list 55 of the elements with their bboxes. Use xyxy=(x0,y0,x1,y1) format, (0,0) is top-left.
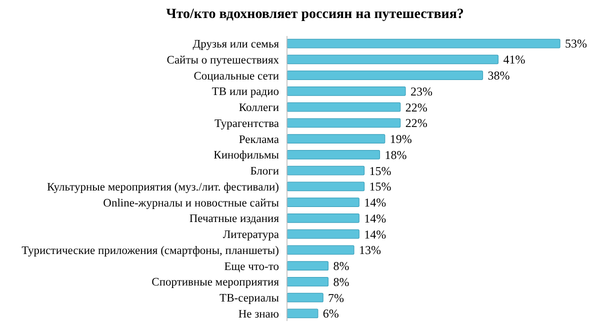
data-label: 8% xyxy=(333,274,350,289)
bar xyxy=(286,198,360,207)
y-tick-label: ТВ или радио xyxy=(212,86,280,98)
y-tick-label: Еще что-то xyxy=(224,260,280,273)
y-tick-label: Коллеги xyxy=(238,102,279,114)
bar xyxy=(286,86,406,96)
y-tick-label: Литература xyxy=(222,229,279,242)
bar xyxy=(286,182,365,192)
bar xyxy=(286,261,329,270)
y-tick-label: Блоги xyxy=(250,166,279,178)
bar xyxy=(286,245,354,255)
data-label: 14% xyxy=(364,196,386,210)
bar xyxy=(286,54,498,64)
data-label: 6% xyxy=(322,306,339,321)
data-label: 15% xyxy=(369,180,392,194)
bar xyxy=(286,150,380,160)
data-label: 13% xyxy=(358,243,381,258)
y-tick-label: Печатные издания xyxy=(189,213,280,226)
y-tick-label: Друзья или семья xyxy=(192,38,280,51)
data-label: 22% xyxy=(405,100,428,114)
y-tick-label: Online-журналы и новостные сайты xyxy=(103,197,280,210)
data-label: 8% xyxy=(333,259,350,274)
data-label: 19% xyxy=(390,132,412,146)
bar xyxy=(286,166,365,176)
bar xyxy=(286,229,360,239)
bar xyxy=(286,134,386,144)
data-label: 14% xyxy=(364,227,386,242)
y-tick-label: ТВ-сериалы xyxy=(220,292,280,305)
data-label: 23% xyxy=(410,84,432,98)
data-label: 53% xyxy=(565,36,587,51)
y-tick-label: Спортивные мероприятия xyxy=(152,276,280,289)
bar xyxy=(286,292,324,302)
bar xyxy=(286,38,560,48)
bar xyxy=(286,214,360,223)
y-tick-label: Сайты о путешествиях xyxy=(166,54,280,66)
bar xyxy=(286,308,318,318)
y-tick-label: Социальные сети xyxy=(194,70,279,82)
y-tick-label: Не знаю xyxy=(238,308,280,320)
chart-title: Что/кто вдохновляет россиян на путешествия? xyxy=(166,7,464,22)
y-tick-label: Турагентства xyxy=(214,118,279,130)
y-tick-label: Кинофильмы xyxy=(214,150,280,162)
data-label: 38% xyxy=(488,68,510,82)
data-label: 22% xyxy=(405,116,428,130)
bar xyxy=(286,70,484,80)
bar xyxy=(286,118,401,128)
y-tick-label: Культурные мероприятия (муз./лит. фестивали) xyxy=(46,181,280,194)
bar xyxy=(286,102,401,112)
y-tick-label: Реклама xyxy=(238,134,279,146)
data-label: 15% xyxy=(369,164,392,178)
y-tick-label: Туристические приложения (смартфоны, планшеты) xyxy=(22,244,280,257)
data-label: 7% xyxy=(328,290,344,305)
data-label: 18% xyxy=(384,148,407,162)
data-label: 14% xyxy=(364,211,386,226)
bar xyxy=(286,277,329,286)
data-label: 41% xyxy=(503,52,526,67)
